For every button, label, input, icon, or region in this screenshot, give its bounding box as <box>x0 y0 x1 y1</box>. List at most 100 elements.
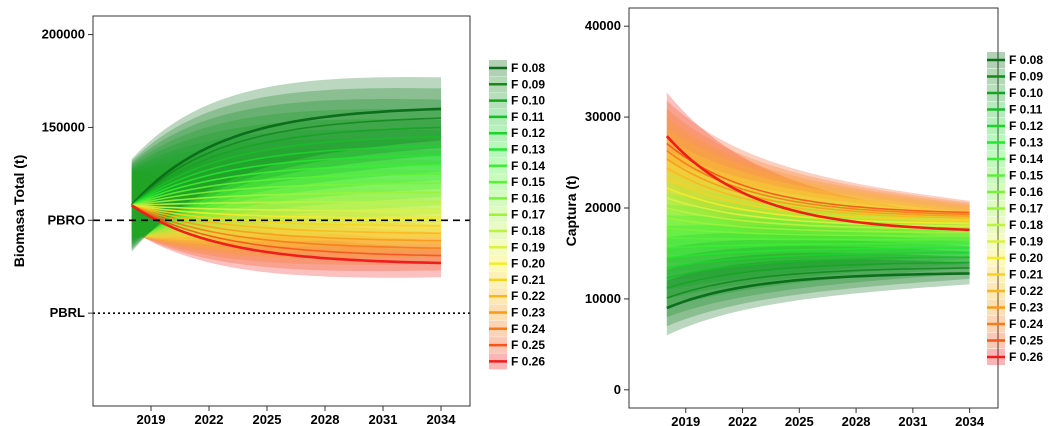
legend-label: F 0.14 <box>1009 152 1043 166</box>
l-band-f-0-25 <box>131 179 441 272</box>
l-line-f-0-09 <box>131 117 442 206</box>
legend-label: F 0.17 <box>1009 202 1043 216</box>
r-line-f-0-19 <box>666 197 970 227</box>
x-tick-label: 2028 <box>842 414 871 426</box>
catch-y-ticks: 0 10000 20000 30000 40000 <box>585 18 629 397</box>
legend-label: F 0.20 <box>511 257 545 271</box>
legend-label: F 0.23 <box>511 306 545 320</box>
legend-label: F 0.26 <box>511 354 545 368</box>
l-line-f-0-11 <box>131 135 442 207</box>
r-line-f-0-21 <box>666 177 970 222</box>
legend-label: F 0.14 <box>511 159 545 173</box>
l-line-f-0-18 <box>131 200 441 207</box>
r-line-f-0-16 <box>666 227 970 237</box>
l-line-f-0-19 <box>131 204 441 212</box>
r-band-f-0-09 <box>666 252 970 327</box>
legend-label: F 0.10 <box>511 94 545 108</box>
x-tick-label: 2034 <box>427 412 457 426</box>
r-line-f-0-10 <box>666 261 970 289</box>
legend-label: F 0.12 <box>1009 119 1043 133</box>
catch-legend: F 0.08 F 0.09 F 0.10 F 0.11 F 0.12 F 0.13 F 0.… <box>987 52 1043 365</box>
x-tick-label: 2034 <box>955 414 985 426</box>
legend-label: F 0.11 <box>1009 103 1043 117</box>
l-line-f-0-24 <box>131 204 442 249</box>
legend-label: F 0.22 <box>1009 284 1043 298</box>
r-line-f-0-15 <box>666 237 970 241</box>
reference-label-pbro: PBRO <box>47 212 85 227</box>
l-line-f-0-20 <box>131 204 441 220</box>
l-line-f-0-10 <box>131 126 442 207</box>
legend-label: F 0.09 <box>511 77 545 91</box>
l-line-f-0-12 <box>131 145 442 207</box>
l-line-f-0-26 <box>130 204 442 265</box>
catch-x-ticks: 2019 2022 2025 2028 2031 2034 <box>671 408 985 426</box>
r-line-f-0-17 <box>666 217 970 234</box>
legend-label: F 0.23 <box>1009 301 1043 315</box>
l-band-f-0-21 <box>131 175 441 247</box>
r-line-f-0-12 <box>666 251 970 269</box>
biomass-reference-lines: PBRO PBRL <box>47 212 470 320</box>
r-line-f-0-14 <box>666 242 970 249</box>
l-line-f-0-22 <box>131 204 442 235</box>
r-band-f-0-26 <box>666 92 970 246</box>
l-band-f-0-24 <box>131 178 441 265</box>
x-tick-label: 2025 <box>253 412 282 426</box>
x-tick-label: 2019 <box>137 412 166 426</box>
l-band-f-0-09 <box>131 88 441 250</box>
y-tick-label: 200000 <box>42 27 85 42</box>
l-line-f-0-14 <box>131 163 442 207</box>
l-line-f-0-21 <box>131 204 442 227</box>
r-line-f-0-22 <box>666 167 970 219</box>
l-line-f-0-25 <box>131 204 442 257</box>
legend-label: F 0.24 <box>1009 317 1043 331</box>
l-band-f-0-16 <box>131 158 441 240</box>
legend-label: F 0.11 <box>511 110 545 124</box>
r-line-f-0-08 <box>666 272 970 310</box>
r-line-f-0-26 <box>665 135 970 232</box>
legend-label: F 0.15 <box>511 175 545 189</box>
biomass-legend: F 0.08 F 0.09 F 0.10 F 0.11 F 0.12 F 0.13 F 0.… <box>489 60 545 370</box>
l-band-f-0-12 <box>131 119 441 245</box>
legend-label: F 0.13 <box>511 143 545 157</box>
r-band-f-0-13 <box>666 225 970 290</box>
legend-label: F 0.17 <box>511 208 545 222</box>
r-line-f-0-13 <box>666 247 970 259</box>
legend-label: F 0.16 <box>511 191 545 205</box>
catch-y-axis-label: Captura (t) <box>563 176 579 247</box>
l-line-f-0-16 <box>131 182 442 207</box>
legend-label: F 0.08 <box>1009 53 1043 67</box>
l-band-f-0-22 <box>131 176 441 253</box>
r-line-f-0-09 <box>666 267 970 299</box>
r-band-f-0-08 <box>666 259 970 336</box>
y-tick-label: 40000 <box>585 18 621 33</box>
r-band-f-0-11 <box>666 239 970 308</box>
y-tick-label: 0 <box>614 382 621 397</box>
y-tick-label: 20000 <box>585 200 621 215</box>
r-band-f-0-17 <box>666 182 970 257</box>
legend-label: F 0.22 <box>511 289 545 303</box>
biomass-y-axis-label: Biomasa Total (t) <box>11 155 27 268</box>
x-tick-label: 2028 <box>311 412 340 426</box>
x-tick-label: 2019 <box>671 414 700 426</box>
l-line-f-0-23 <box>131 204 442 242</box>
y-tick-label: 150000 <box>42 119 85 134</box>
legend-label: F 0.26 <box>1009 350 1043 364</box>
biomass-x-ticks: 2019 2022 2025 2028 2031 2034 <box>137 406 457 426</box>
l-line-f-0-13 <box>131 154 442 207</box>
reference-label-pbrl: PBRL <box>50 305 85 320</box>
legend-label: F 0.25 <box>1009 334 1043 348</box>
l-band-f-0-08 <box>131 77 441 252</box>
legend-label: F 0.18 <box>511 224 545 238</box>
x-tick-label: 2022 <box>195 412 224 426</box>
x-tick-label: 2031 <box>369 412 398 426</box>
legend-label: F 0.09 <box>1009 70 1043 84</box>
legend-label: F 0.16 <box>1009 185 1043 199</box>
legend-label: F 0.12 <box>511 126 545 140</box>
legend-label: F 0.10 <box>1009 86 1043 100</box>
biomass-plot-frame <box>92 15 471 407</box>
legend-label: F 0.19 <box>1009 235 1043 249</box>
legend-label: F 0.20 <box>1009 251 1043 265</box>
